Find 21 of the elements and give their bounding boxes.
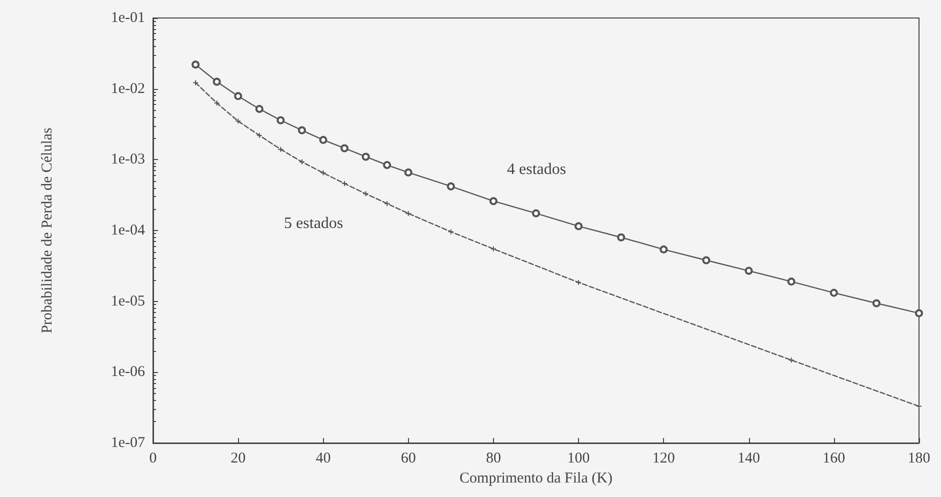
x-tick-label: 120 bbox=[652, 450, 675, 466]
x-tick-label: 140 bbox=[738, 450, 760, 466]
x-tick-label: 100 bbox=[567, 450, 590, 466]
x-tick-label: 0 bbox=[149, 450, 157, 466]
series-label: 5 estados bbox=[284, 215, 344, 232]
x-tick-label: 20 bbox=[230, 450, 246, 466]
x-tick-label: 180 bbox=[908, 450, 930, 466]
x-tick-label: 80 bbox=[486, 450, 501, 466]
x-tick-label: 160 bbox=[822, 450, 846, 466]
x-tick-label: 40 bbox=[316, 450, 331, 466]
x-axis-title: Comprimento da Fila (K) bbox=[460, 470, 612, 486]
y-tick-label: 1e-04 bbox=[110, 222, 146, 238]
y-tick-label: 1e-03 bbox=[110, 152, 145, 168]
y-tick-label: 1e-01 bbox=[110, 10, 145, 26]
x-tick-label: 60 bbox=[400, 450, 416, 466]
series-label: 4 estados bbox=[507, 160, 566, 178]
y-tick-label: 1e-02 bbox=[110, 80, 145, 97]
y-axis-title: Probabilidade de Perda de Células bbox=[40, 127, 56, 334]
y-tick-label: 1e-06 bbox=[110, 364, 146, 380]
y-tick-label: 1e-07 bbox=[110, 435, 146, 451]
y-tick-label: 1e-05 bbox=[110, 293, 145, 310]
